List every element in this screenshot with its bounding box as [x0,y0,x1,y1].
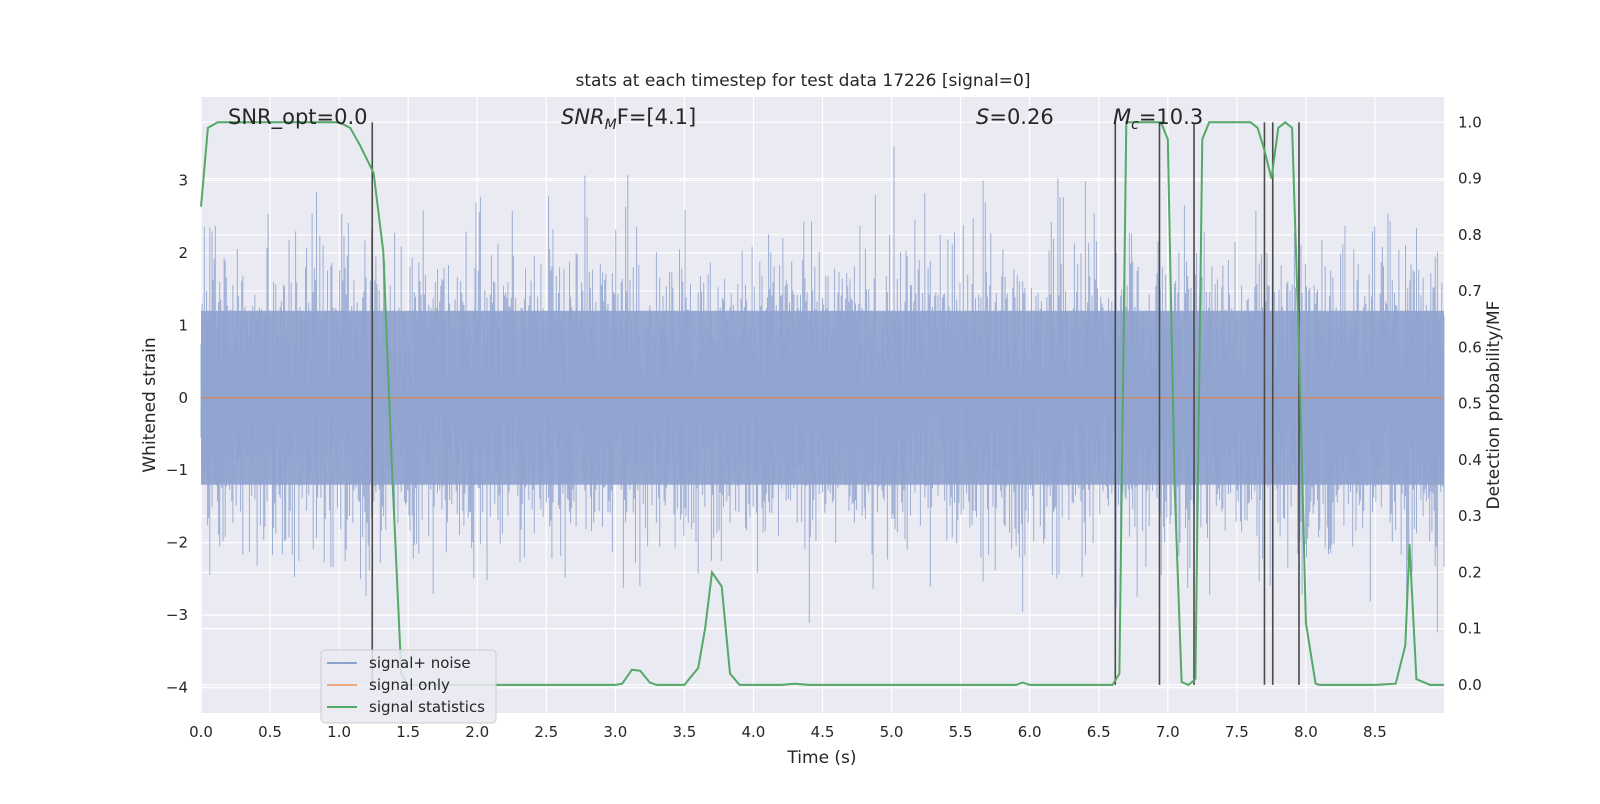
snr-mf-annotation: SNRMF=[4.1] [561,105,696,133]
x-tick-label: 0.5 [258,723,282,741]
x-tick-label: 7.5 [1225,723,1249,741]
y-right-tick-label: 0.3 [1458,507,1482,525]
legend-box [320,649,497,724]
y-tick-label: −3 [166,606,188,624]
y-axis-label: Whitened strain [140,337,160,472]
y-right-tick-label: 0.9 [1458,170,1482,188]
s-rest: =0.26 [989,105,1053,129]
x-tick-label: 8.5 [1363,723,1387,741]
y-tick-label: −4 [166,679,188,697]
x-tick-label: 6.5 [1087,723,1111,741]
x-tick-label: 3.5 [672,723,696,741]
snr-mf-main: SNR [561,105,605,129]
x-axis-label: Time (s) [786,748,856,768]
x-tick-label: 1.0 [327,723,351,741]
mc-rest: =10.3 [1139,105,1203,129]
y-tick-label: −2 [166,534,188,552]
mc-sub: c [1131,117,1139,133]
x-tick-label: 5.0 [880,723,904,741]
vertical-markers [371,122,1300,685]
s-annotation: S=0.26 [976,105,1054,129]
y-right-tick-label: 0.5 [1458,395,1482,413]
chart-title: stats at each timestep for test data 172… [576,71,1031,91]
legend-label-statistics: signal statistics [369,698,485,716]
y-tick-label: −1 [166,461,188,479]
legend: signal+ noise signal only signal statist… [320,649,497,724]
y-right-axis-label: Detection probability/MF [1484,301,1504,510]
x-tick-label: 4.0 [742,723,766,741]
signal-statistics-series [200,121,1444,687]
legend-label-signal-only: signal only [369,676,450,694]
mc-annotation: Mc=10.3 [1113,105,1203,133]
legend-label-noise: signal+ noise [369,654,471,672]
s-main: S [976,105,989,129]
snr-mf-sub: M [605,117,617,133]
x-tick-label: 2.0 [465,723,489,741]
y-right-tick-label: 0.1 [1458,620,1482,638]
y-right-tick-label: 0.0 [1458,676,1482,694]
x-tick-label: 7.0 [1156,723,1180,741]
x-tick-label: 6.0 [1018,723,1042,741]
x-tick-label: 1.5 [396,723,420,741]
signal-statistics-line [200,121,1444,687]
y-right-tick-label: 0.4 [1458,451,1482,469]
y-right-tick-label: 0.6 [1458,338,1482,356]
x-tick-label: 8.0 [1294,723,1318,741]
y-tick-label: 3 [178,171,188,189]
x-tick-label: 0.0 [189,723,213,741]
x-tick-label: 4.5 [811,723,835,741]
noise-trace [200,146,1445,633]
x-tick-label: 5.5 [949,723,973,741]
y-right-tick-label: 0.7 [1458,282,1482,300]
y-axis-ticks: 3 2 1 0 −1 −2 −3 −4 [166,171,188,696]
y-right-tick-label: 0.8 [1458,226,1482,244]
x-tick-label: 3.0 [603,723,627,741]
y-right-tick-label: 1.0 [1458,113,1482,131]
mc-main: M [1113,105,1131,129]
snr-opt-annotation: SNR_opt=0.0 [228,105,368,130]
y-right-tick-label: 0.2 [1458,563,1482,581]
y-tick-label: 2 [178,244,188,262]
snr-mf-rest: F=[4.1] [617,105,696,129]
y-tick-label: 0 [178,389,188,407]
x-axis-ticks: 0.0 0.5 1.0 1.5 2.0 2.5 3.0 3.5 4.0 4.5 5.0 5.5 6.0 6… [189,723,1387,741]
y-tick-label: 1 [178,316,188,334]
y-right-axis-ticks: 1.0 0.9 0.8 0.7 0.6 0.5 0.4 0.3 0.2 0.1 0.0 [1458,113,1482,694]
x-tick-label: 2.5 [534,723,558,741]
